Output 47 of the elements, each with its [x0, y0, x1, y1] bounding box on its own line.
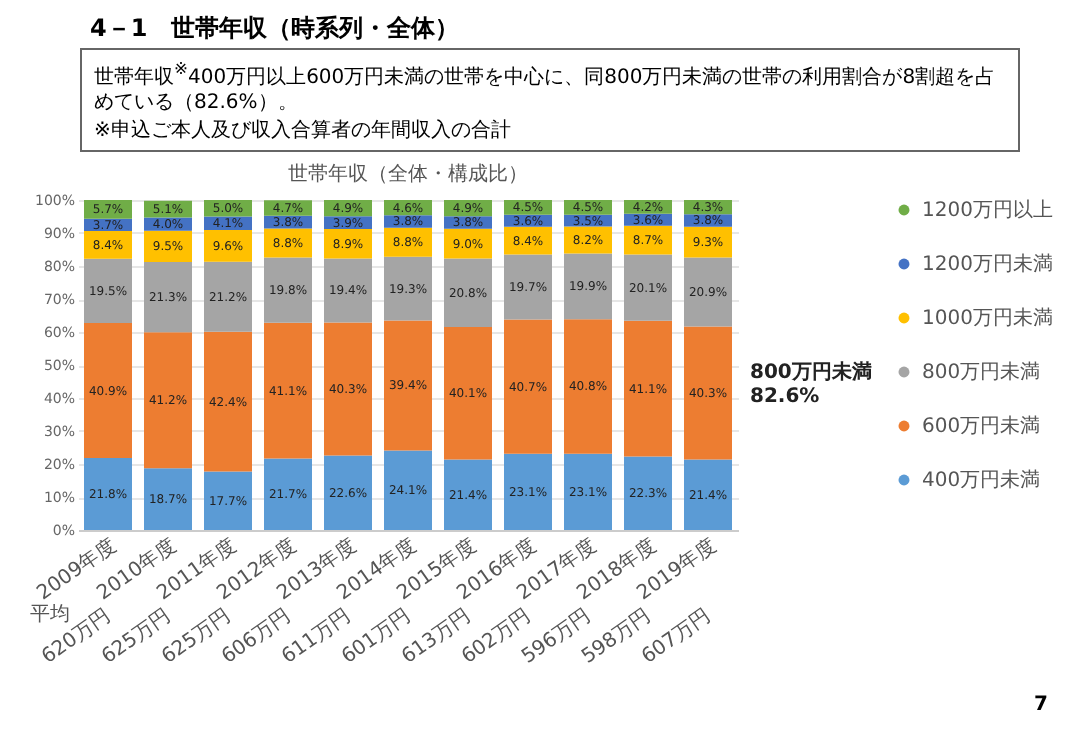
- bar: [384, 450, 432, 530]
- bar: [264, 257, 312, 323]
- bar: [624, 320, 672, 457]
- bar: [624, 456, 672, 530]
- bar: [204, 261, 252, 332]
- bar: [204, 471, 252, 530]
- bar: [324, 455, 372, 530]
- legend-label: 400万円未満: [922, 468, 1041, 492]
- bar: [264, 458, 312, 530]
- bar: [204, 331, 252, 472]
- bar: [504, 319, 552, 454]
- bar: [684, 459, 732, 530]
- bar: [564, 253, 612, 320]
- bar: [684, 326, 732, 460]
- bar: [624, 254, 672, 321]
- bar: [144, 332, 192, 469]
- text: 平均: [30, 602, 70, 626]
- bar: [384, 256, 432, 321]
- bar: [444, 459, 492, 530]
- chart-subtitle: 世帯年収$^{※}$400万円以上600万円未満の世帯を中心に、同800万円未満の世帯の利用割合が8割超を占めている（82.6%）。: [94, 56, 998, 117]
- chart-title: 4－1 世帯年収（時系列・全体）: [90, 12, 460, 46]
- legend-label: 1200万円以上: [922, 198, 1053, 222]
- text: ※申込ご本人及び収入合算者の年間収入の合計: [94, 118, 513, 145]
- bar: [564, 319, 612, 454]
- bar: [324, 322, 372, 456]
- bar: [564, 453, 612, 530]
- bar: [504, 254, 552, 320]
- bar: [684, 257, 732, 327]
- bar: [504, 453, 552, 530]
- bar: [264, 322, 312, 459]
- bar: [204, 230, 252, 262]
- bar: [324, 258, 372, 323]
- legend-label: 1000万円未満: [922, 306, 1053, 330]
- bar: [84, 258, 132, 324]
- bar: [384, 320, 432, 451]
- text: 800万円未満 82.6%: [750, 359, 872, 408]
- bar: [444, 258, 492, 328]
- bar: [444, 327, 492, 460]
- legend-label: 600万円未満: [922, 414, 1041, 438]
- legend-label: 800万円未満: [922, 360, 1041, 384]
- text: 7: [1034, 694, 1048, 716]
- legend-label: 1200万円未満: [922, 252, 1053, 276]
- bar: [144, 262, 192, 333]
- bar: [84, 458, 132, 530]
- bar: [144, 468, 192, 530]
- bar: [84, 323, 132, 459]
- text: 世帯年収（全体・構成比）: [288, 162, 528, 186]
